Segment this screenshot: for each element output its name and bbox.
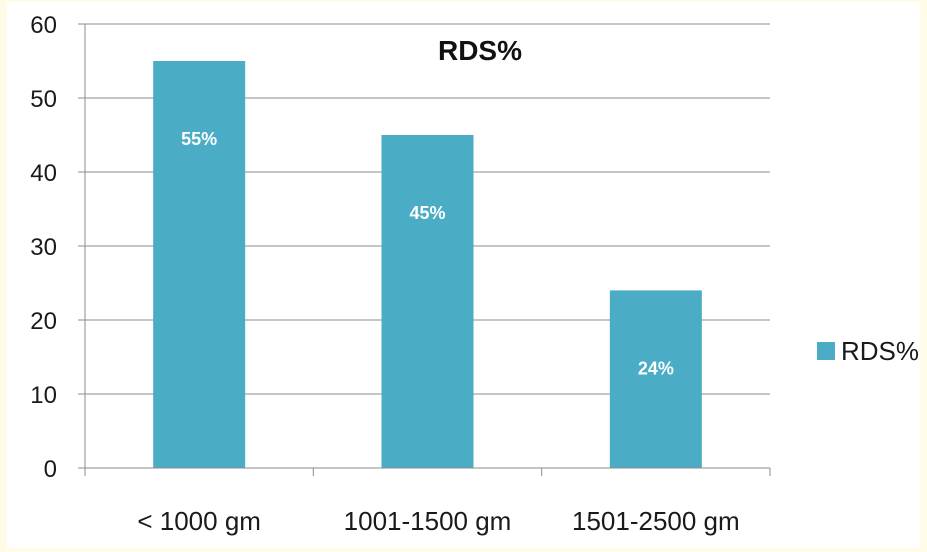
bar	[153, 61, 246, 468]
bar	[381, 135, 474, 468]
chart-title: RDS%	[438, 35, 522, 66]
y-tick-label: 40	[30, 160, 57, 187]
category-label: 1001-1500 gm	[344, 506, 512, 536]
data-label: 24%	[638, 358, 674, 378]
x-axis-labels: < 1000 gm 1001-1500 gm 1501-2500 gm	[137, 506, 739, 536]
legend-swatch	[817, 342, 835, 360]
y-tick-label: 0	[44, 456, 57, 483]
bars	[153, 61, 702, 468]
y-tick-label: 10	[30, 382, 57, 409]
y-tick-label: 50	[30, 86, 57, 113]
x-axis	[84, 467, 771, 476]
data-labels: 55% 45% 24%	[181, 129, 674, 378]
y-tick-label: 20	[30, 308, 57, 335]
y-tick-label: 60	[30, 12, 57, 39]
y-axis-ticks: 0 10 20 30 40 50 60	[30, 12, 86, 483]
bar	[609, 290, 702, 468]
category-label: 1501-2500 gm	[572, 506, 740, 536]
data-label: 45%	[409, 203, 445, 223]
category-label: < 1000 gm	[137, 506, 261, 536]
legend: RDS%	[817, 336, 919, 366]
data-label: 55%	[181, 129, 217, 149]
chart-container: 0 10 20 30 40 50 60 55% 45% 24% < 1000 gm 1001-15…	[7, 2, 920, 548]
legend-label: RDS%	[841, 336, 919, 366]
y-tick-label: 30	[30, 234, 57, 261]
bar-chart: 0 10 20 30 40 50 60 55% 45% 24% < 1000 gm 1001-15…	[30, 12, 919, 536]
